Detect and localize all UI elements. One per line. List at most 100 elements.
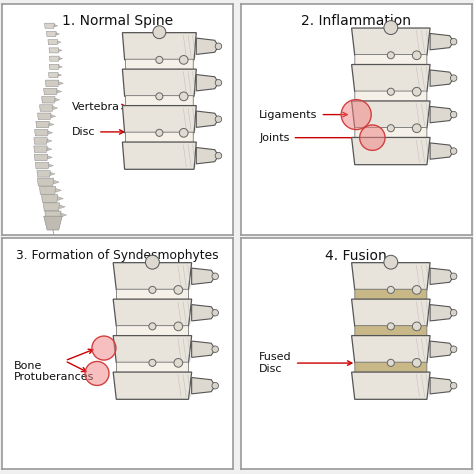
Circle shape [412, 285, 421, 294]
Circle shape [387, 125, 394, 132]
Polygon shape [49, 56, 59, 61]
Polygon shape [191, 377, 215, 394]
Polygon shape [122, 142, 196, 169]
Circle shape [215, 116, 222, 122]
FancyBboxPatch shape [126, 59, 193, 69]
FancyBboxPatch shape [126, 96, 193, 106]
Polygon shape [113, 299, 191, 327]
Circle shape [360, 125, 385, 150]
Circle shape [179, 55, 188, 64]
FancyBboxPatch shape [117, 289, 189, 300]
Circle shape [412, 87, 421, 96]
Polygon shape [430, 377, 454, 394]
Polygon shape [34, 154, 48, 161]
Circle shape [387, 359, 394, 366]
Text: Bone
Protuberances: Bone Protuberances [14, 361, 94, 383]
Circle shape [215, 80, 222, 86]
Text: 3. Formation of Syndesmophytes: 3. Formation of Syndesmophytes [17, 249, 219, 262]
Circle shape [450, 111, 457, 118]
Polygon shape [35, 129, 48, 136]
Text: Ligaments: Ligaments [259, 109, 347, 119]
Circle shape [450, 310, 457, 316]
Circle shape [212, 346, 219, 353]
Polygon shape [196, 38, 219, 55]
Polygon shape [49, 48, 59, 53]
Circle shape [387, 88, 394, 95]
FancyBboxPatch shape [355, 91, 427, 101]
Polygon shape [49, 164, 54, 167]
Polygon shape [39, 186, 55, 194]
Circle shape [387, 286, 394, 293]
Polygon shape [430, 107, 454, 123]
Polygon shape [59, 82, 64, 85]
Polygon shape [36, 163, 49, 169]
Text: Fused
Disc: Fused Disc [259, 352, 352, 374]
Circle shape [149, 323, 156, 330]
Circle shape [450, 38, 457, 45]
Circle shape [212, 383, 219, 389]
Polygon shape [36, 121, 49, 128]
Polygon shape [352, 336, 430, 363]
Text: Disc: Disc [72, 127, 124, 137]
Polygon shape [57, 90, 62, 93]
Polygon shape [61, 213, 67, 217]
Polygon shape [430, 305, 454, 321]
FancyBboxPatch shape [355, 326, 427, 336]
Text: Joints: Joints [259, 133, 364, 143]
Circle shape [174, 358, 182, 367]
Polygon shape [42, 195, 58, 202]
Circle shape [92, 336, 116, 360]
Circle shape [412, 322, 421, 331]
Polygon shape [44, 88, 57, 95]
Circle shape [450, 346, 457, 353]
Circle shape [212, 273, 219, 280]
Polygon shape [430, 143, 454, 159]
Polygon shape [352, 101, 430, 128]
Polygon shape [352, 137, 430, 164]
Polygon shape [53, 106, 58, 109]
FancyBboxPatch shape [355, 55, 427, 65]
Circle shape [412, 358, 421, 367]
Polygon shape [34, 138, 47, 144]
Polygon shape [48, 40, 58, 45]
Polygon shape [352, 28, 430, 55]
Circle shape [179, 128, 188, 137]
Polygon shape [59, 57, 63, 60]
Polygon shape [55, 188, 61, 192]
Polygon shape [58, 41, 61, 44]
Polygon shape [60, 205, 65, 209]
Polygon shape [42, 97, 55, 103]
Polygon shape [191, 268, 215, 284]
Polygon shape [55, 25, 58, 27]
Polygon shape [352, 372, 430, 399]
Text: Vertebra: Vertebra [72, 101, 126, 111]
Polygon shape [196, 111, 219, 128]
Polygon shape [44, 216, 62, 230]
Polygon shape [55, 98, 60, 101]
Polygon shape [34, 146, 47, 153]
Circle shape [450, 383, 457, 389]
Polygon shape [45, 211, 61, 219]
Circle shape [341, 100, 371, 129]
Polygon shape [48, 131, 53, 134]
Polygon shape [122, 69, 196, 96]
Polygon shape [430, 268, 454, 284]
Circle shape [450, 273, 457, 280]
Circle shape [153, 26, 166, 39]
Polygon shape [191, 341, 215, 357]
FancyBboxPatch shape [117, 326, 189, 336]
Polygon shape [113, 372, 191, 399]
Circle shape [215, 153, 222, 159]
Polygon shape [59, 65, 63, 68]
Circle shape [156, 56, 163, 64]
Polygon shape [113, 263, 191, 290]
Polygon shape [54, 180, 59, 184]
Circle shape [174, 285, 182, 294]
Polygon shape [39, 105, 53, 111]
Polygon shape [122, 33, 196, 60]
Polygon shape [113, 336, 191, 363]
Polygon shape [430, 34, 454, 50]
Polygon shape [352, 64, 430, 92]
Polygon shape [122, 106, 196, 133]
Polygon shape [49, 123, 54, 126]
